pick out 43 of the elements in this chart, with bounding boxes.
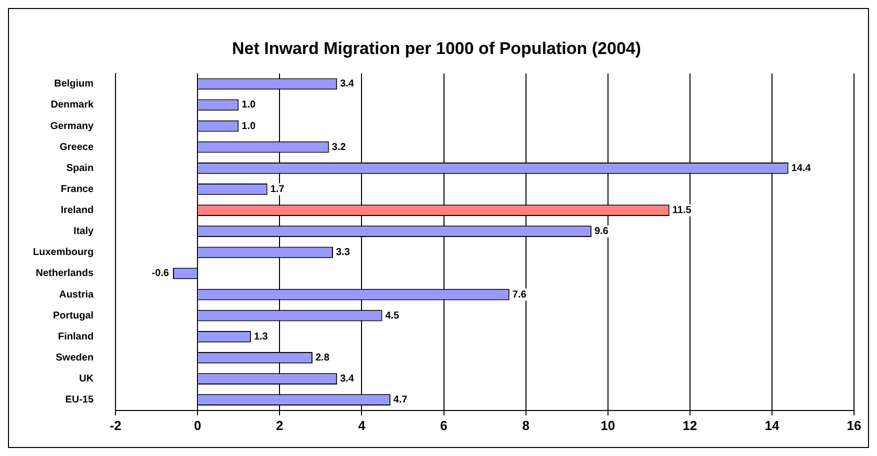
data-label: 4.7 xyxy=(393,394,408,406)
y-tick-label: Portugal xyxy=(52,310,94,322)
y-tick-label: EU-15 xyxy=(65,394,94,406)
data-label: 11.5 xyxy=(672,205,692,216)
y-tick-label: Austria xyxy=(59,289,94,300)
x-tick-label: 2 xyxy=(276,418,284,433)
y-tick-label: Belgium xyxy=(54,78,94,90)
y-tick-label: UK xyxy=(79,374,94,385)
data-label: 3.4 xyxy=(340,78,354,90)
data-label: 4.5 xyxy=(385,310,400,322)
y-tick-label: France xyxy=(60,184,94,195)
x-tick-label: -2 xyxy=(110,418,122,433)
y-tick-label: Sweden xyxy=(56,352,94,364)
y-tick-label: Netherlands xyxy=(36,268,94,280)
data-label: 7.6 xyxy=(512,289,527,300)
data-label: 9.6 xyxy=(594,226,609,238)
data-label: 2.8 xyxy=(315,352,330,364)
x-tick-label: 4 xyxy=(358,418,366,433)
x-tick-label: 6 xyxy=(440,418,448,433)
x-tick-label: 0 xyxy=(194,418,202,433)
x-tick-label: 10 xyxy=(600,418,616,433)
data-label: 3.3 xyxy=(336,247,350,258)
y-tick-label: Ireland xyxy=(60,205,94,216)
data-label: 3.2 xyxy=(332,142,346,153)
data-label: 14.4 xyxy=(791,162,812,174)
y-tick-label: Luxembourg xyxy=(32,247,94,258)
y-tick-label: Greece xyxy=(60,142,94,153)
x-tick-label: 12 xyxy=(682,418,698,433)
chart-title: Net Inward Migration per 1000 of Population (2004) xyxy=(232,38,642,58)
y-tick-label: Italy xyxy=(74,226,94,238)
data-label: 1.3 xyxy=(254,331,268,342)
x-tick-label: 16 xyxy=(846,418,862,433)
y-tick-label: Denmark xyxy=(50,100,94,111)
y-tick-label: Spain xyxy=(66,162,94,174)
y-tick-label: Germany xyxy=(50,120,94,132)
data-label: 1.7 xyxy=(270,184,285,195)
data-label: -0.6 xyxy=(152,268,170,280)
x-tick-label: 14 xyxy=(764,418,780,433)
data-label: 3.4 xyxy=(340,374,354,385)
y-tick-label: Finland xyxy=(58,331,94,342)
data-label: 1.0 xyxy=(242,120,256,132)
x-tick-label: 8 xyxy=(522,418,530,433)
data-label: 1.0 xyxy=(242,100,256,111)
